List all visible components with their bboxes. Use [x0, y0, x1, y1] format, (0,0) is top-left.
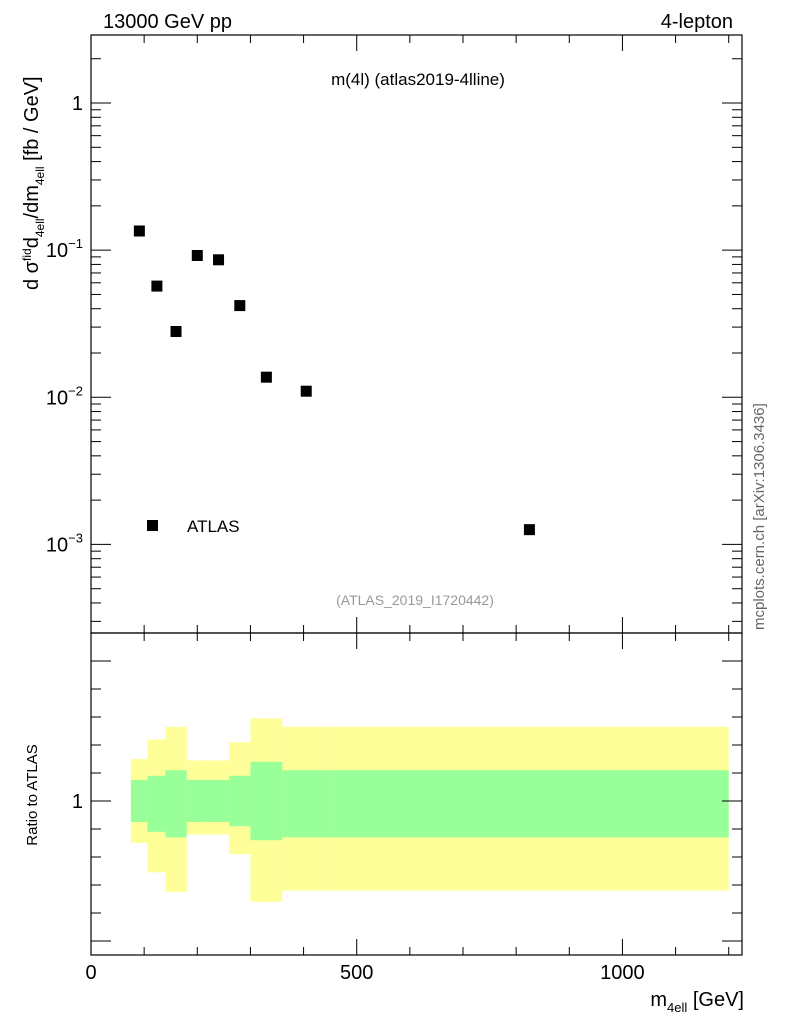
legend-label-atlas: ATLAS	[187, 517, 240, 536]
ylabel-sub2: 4ell	[33, 166, 47, 185]
ratio-y-tick-labels: 1	[72, 791, 83, 813]
x-tick-labels: 0 500 1000	[85, 962, 644, 984]
x-axis-title: m4ell [GeV]	[650, 989, 744, 1015]
xlabel-main: m	[650, 989, 667, 1011]
main-panel: 1 10−1 10−2 10−3 m(4l) (atlas2019-4lline) (…	[20, 34, 743, 634]
header-right-label: 4-lepton	[661, 11, 733, 33]
analysis-watermark: (ATLAS_2019_I1720442)	[336, 592, 494, 608]
ratio-band-green	[165, 770, 187, 838]
side-source-label: mcplots.cern.ch [arXiv:1306.3436]	[751, 403, 768, 630]
header-left-label: 13000 GeV pp	[103, 11, 232, 33]
ratio-band-green	[250, 761, 283, 841]
data-point	[213, 254, 225, 266]
data-point	[151, 280, 163, 292]
ratio-y-axis-title: Ratio to ATLAS	[24, 744, 41, 845]
main-y-tick-labels: 1 10−1 10−2 10−3	[46, 93, 83, 556]
data-point	[260, 371, 272, 383]
main-data-points	[133, 225, 535, 536]
ratio-panel: 1 0 500 1000 Ratio to ATLAS m4ell [GeV]	[24, 632, 744, 1015]
main-y-axis-title: d σfidd4ell/dm4ell [fb / GeV]	[20, 76, 47, 290]
ylabel-sup: fid	[20, 248, 34, 261]
data-point	[170, 326, 182, 338]
ratio-band-green	[282, 770, 331, 838]
ratio-band-green	[229, 775, 251, 827]
main-y-tick-label: 10−3	[46, 530, 83, 556]
main-chart-title: m(4l) (atlas2019-4lline)	[331, 70, 505, 89]
legend-marker-atlas	[147, 520, 158, 531]
main-axis-ticks	[90, 35, 742, 633]
ratio-panel-frame	[90, 632, 743, 956]
ylabel-mid1: d	[21, 237, 43, 248]
x-tick-label: 0	[85, 962, 96, 984]
ylabel-mid2: /dm	[21, 185, 43, 218]
x-tick-label: 500	[340, 962, 373, 984]
xlabel-sub: 4ell	[667, 1000, 687, 1015]
ylabel-sub1: 4ell	[33, 218, 47, 237]
main-y-tick-label: 10−2	[46, 383, 83, 409]
ratio-y-tick-label: 1	[72, 791, 83, 813]
data-point	[191, 249, 203, 261]
ratio-band-green	[186, 780, 208, 822]
ylabel-main: d σ	[21, 260, 43, 290]
ylabel-unit: [fb / GeV]	[21, 76, 43, 166]
ratio-band-green	[330, 770, 729, 838]
data-point	[523, 524, 535, 536]
data-point	[133, 225, 145, 237]
ratio-band-green	[130, 780, 148, 822]
data-point	[234, 300, 246, 312]
ratio-uncertainty-bands	[130, 718, 729, 902]
xlabel-unit: [GeV]	[687, 989, 744, 1011]
main-y-tick-label: 1	[72, 93, 83, 115]
ratio-band-green	[147, 775, 166, 832]
ratio-band-green	[207, 780, 230, 822]
data-point	[300, 385, 312, 397]
main-y-tick-label: 10−1	[46, 236, 83, 262]
main-panel-frame	[90, 34, 743, 634]
x-tick-label: 1000	[600, 962, 645, 984]
